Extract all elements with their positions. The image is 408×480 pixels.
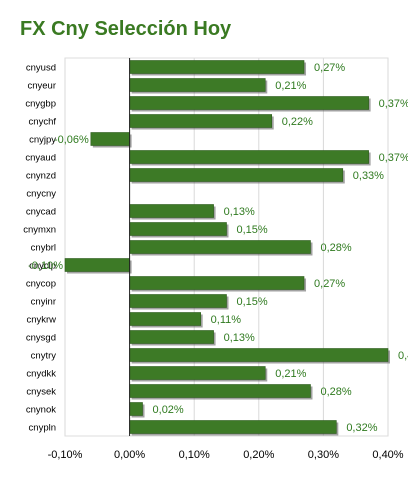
x-tick-label: 0,00% (114, 449, 145, 461)
x-tick-label: 0,30% (308, 449, 339, 461)
value-label: 0,37% (379, 98, 408, 110)
category-label: cnyeur (27, 81, 56, 92)
value-label: 0,15% (237, 224, 268, 236)
value-label: 0,13% (224, 332, 255, 344)
category-label: cnydkk (26, 369, 56, 380)
x-tick-label: -0,10% (48, 449, 83, 461)
value-label: 0,27% (314, 62, 345, 74)
bar-cnypln (129, 420, 337, 434)
value-label: 0,11% (211, 314, 242, 326)
category-label: cnyclp (29, 261, 56, 272)
bar-cnytry (129, 348, 389, 362)
category-label: cnyjpy (29, 135, 56, 146)
x-tick-label: 0,20% (243, 449, 274, 461)
bar-cnysgd (129, 330, 214, 344)
category-label: cnysek (26, 387, 56, 398)
category-label: cnytry (31, 351, 57, 362)
value-label: 0,28% (320, 242, 351, 254)
bar-cnybrl (129, 240, 311, 254)
category-label: cnynzd (26, 171, 56, 182)
bar-cnysek (129, 384, 311, 398)
value-label: 0,40% (398, 350, 408, 362)
value-label: 0,22% (282, 116, 313, 128)
category-label: cnymxn (23, 225, 56, 236)
value-label: 0,28% (320, 386, 351, 398)
value-label: 0,02% (153, 404, 184, 416)
value-label: 0,37% (379, 152, 408, 164)
value-label: 0,21% (275, 368, 306, 380)
category-label: cnygbp (25, 99, 56, 110)
bar-cnyclp (64, 258, 130, 272)
category-label: cnycop (26, 279, 56, 290)
category-label: cnyaud (25, 153, 56, 164)
bar-cnychf (129, 114, 273, 128)
bar-cnynzd (129, 168, 344, 182)
category-label: cnykrw (26, 315, 56, 326)
category-label: cnycny (26, 189, 56, 200)
labels: -0,10% 0,00% 0,10% 0,20% 0,30% 0,40% cnyusd 0,2… (23, 62, 408, 461)
bar-cnyaud (129, 150, 369, 164)
category-label: cnypln (29, 423, 56, 434)
category-label: cnyinr (31, 297, 56, 308)
value-label: 0,32% (346, 422, 377, 434)
bar-cnyinr (129, 294, 227, 308)
bar-cnygbp (129, 96, 369, 110)
category-label: cnycad (26, 207, 56, 218)
bar-cnyusd (129, 60, 305, 74)
bar-cnyeur (129, 78, 266, 92)
value-label: 0,13% (224, 206, 255, 218)
value-label: -0,06% (54, 134, 89, 146)
bar-cnykrw (129, 312, 201, 326)
bar-cnycop (129, 276, 305, 290)
value-label: -0,10% (28, 260, 63, 272)
bar-cnycad (129, 204, 214, 218)
bar-cnydkk (129, 366, 266, 380)
value-label: 0,21% (275, 80, 306, 92)
x-tick-label: 0,40% (372, 449, 403, 461)
value-label: 0,15% (237, 296, 268, 308)
category-label: cnysgd (26, 333, 56, 344)
chart-title: FX Cny Selección Hoy (20, 18, 232, 40)
category-label: cnyusd (26, 63, 56, 74)
bar-cnymxn (129, 222, 227, 236)
value-label: 0,33% (353, 170, 384, 182)
category-label: cnybrl (31, 243, 56, 254)
category-label: cnynok (26, 405, 56, 416)
bar-cnynok (129, 402, 143, 416)
bar-cnyjpy (90, 132, 130, 146)
value-label: 0,27% (314, 278, 345, 290)
bars (64, 60, 390, 436)
x-tick-label: 0,10% (179, 449, 210, 461)
category-label: cnychf (29, 117, 57, 128)
